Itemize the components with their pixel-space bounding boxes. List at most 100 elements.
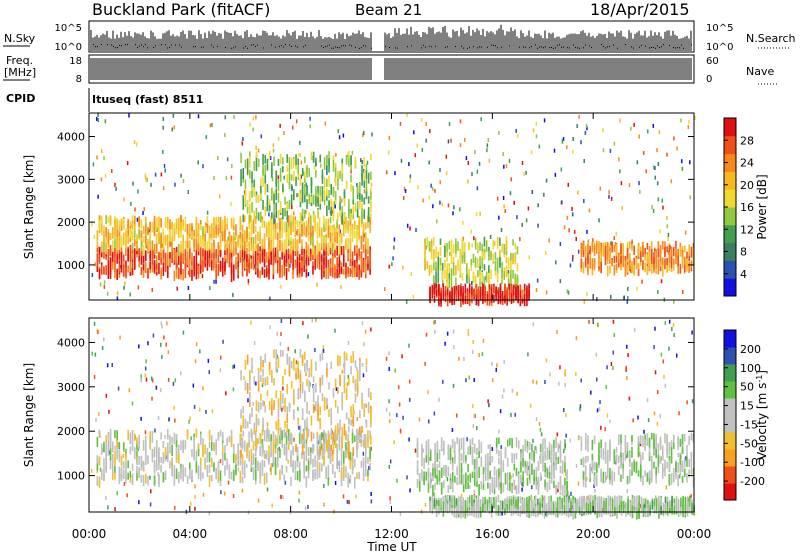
echo-mark [572, 149, 574, 154]
nsearch-dot [645, 45, 646, 47]
echo-mark [575, 237, 577, 242]
echo-mark [562, 136, 565, 141]
echo-mark [307, 447, 310, 457]
echo-mark [246, 354, 249, 365]
echo-mark [197, 465, 200, 475]
echo-mark [406, 475, 408, 480]
echo-mark [429, 450, 432, 462]
echo-mark [606, 265, 609, 277]
echo-mark [668, 319, 671, 324]
nsearch-dot [95, 46, 96, 48]
echo-mark [235, 224, 237, 236]
echo-mark [228, 251, 231, 260]
echo-mark [193, 448, 195, 461]
echo-mark [667, 232, 670, 237]
nsearch-dot [115, 47, 116, 49]
echo-mark [271, 177, 274, 182]
echo-mark [99, 282, 102, 287]
echo-mark [475, 293, 478, 302]
echo-mark [666, 246, 668, 253]
echo-mark [226, 458, 228, 467]
echo-mark [271, 369, 273, 379]
echo-mark [441, 270, 444, 281]
echo-mark [359, 439, 361, 444]
echo-mark [255, 438, 258, 449]
echo-mark [370, 499, 373, 504]
echo-mark [131, 220, 134, 230]
echo-mark [251, 179, 253, 190]
echo-mark [250, 262, 253, 269]
echo-mark [136, 450, 138, 462]
echo-mark [312, 469, 314, 482]
echo-mark [260, 434, 262, 443]
echo-mark [191, 225, 193, 235]
echo-mark [314, 468, 316, 476]
echo-mark [439, 260, 442, 271]
echo-mark [304, 506, 307, 511]
echo-mark [690, 246, 693, 258]
echo-mark [543, 192, 545, 197]
echo-mark [363, 189, 366, 194]
freq-label: Freq. [6, 54, 33, 67]
echo-mark [100, 443, 103, 455]
echo-mark [296, 268, 299, 275]
echo-mark [137, 447, 140, 452]
echo-mark [624, 504, 626, 509]
echo-mark [97, 330, 99, 335]
echo-mark [288, 202, 291, 210]
echo-mark [213, 259, 215, 271]
echo-mark [321, 186, 324, 195]
echo-mark [215, 260, 217, 269]
echo-mark [131, 439, 134, 452]
echo-mark [246, 382, 249, 394]
echo-mark [191, 469, 193, 481]
echo-mark [208, 237, 211, 250]
echo-mark [339, 374, 341, 386]
echo-mark [175, 218, 178, 230]
echo-mark [315, 170, 317, 178]
echo-mark [505, 240, 508, 252]
echo-mark [107, 240, 110, 248]
echo-mark [602, 242, 605, 252]
echo-mark [164, 435, 166, 440]
echo-mark [295, 176, 297, 187]
echo-mark [569, 438, 571, 443]
echo-mark [119, 335, 121, 340]
echo-mark [367, 469, 369, 477]
echo-mark [111, 169, 113, 174]
echo-mark [498, 215, 500, 220]
nsearch-dot [579, 47, 580, 49]
echo-mark [409, 174, 412, 179]
nsearch-dot [609, 46, 610, 48]
echo-mark [191, 269, 193, 281]
echo-mark [363, 342, 365, 347]
echo-mark [194, 506, 196, 511]
echo-mark [663, 374, 665, 379]
echo-mark [452, 256, 455, 267]
nsearch-dot [661, 46, 662, 48]
echo-mark [424, 361, 426, 366]
echo-mark [272, 265, 275, 275]
echo-mark [268, 445, 270, 458]
echo-mark [188, 240, 191, 249]
echo-mark [346, 499, 349, 504]
echo-mark [481, 271, 484, 283]
echo-mark [305, 465, 308, 472]
echo-mark [351, 432, 354, 444]
echo-mark [360, 460, 363, 468]
echo-mark [341, 206, 344, 217]
echo-mark [392, 256, 394, 261]
echo-mark [303, 254, 305, 266]
echo-mark [301, 433, 304, 441]
echo-mark [226, 157, 229, 162]
echo-mark [100, 223, 103, 232]
echo-mark [308, 193, 311, 205]
echo-mark [240, 177, 242, 187]
echo-mark [100, 469, 103, 477]
echo-mark [153, 244, 156, 255]
echo-mark [261, 238, 264, 249]
echo-mark [432, 484, 434, 497]
echo-mark [223, 491, 226, 496]
echo-mark [272, 143, 275, 148]
echo-mark [389, 496, 391, 501]
